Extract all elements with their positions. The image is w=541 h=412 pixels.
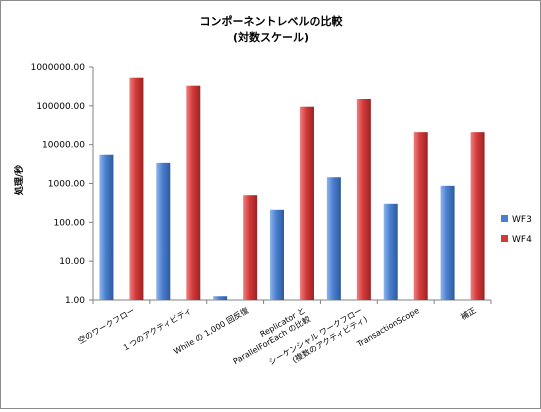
y-tick-label: 100000.00 [36,102,85,112]
bar-wf4-6 [470,132,485,300]
legend-label-wf3: WF3 [512,215,532,225]
bar-wf4-1 [186,85,201,300]
bar-wf3-5 [383,203,398,300]
bar-wf3-0 [99,154,114,300]
y-tick-label: 1000.00 [48,180,85,190]
bar-wf3-1 [156,162,171,300]
legend-swatch-wf4 [501,235,508,242]
bar-wf4-0 [129,77,144,300]
bar-wf4-2 [243,195,258,300]
x-tick-label: 補正 [459,305,478,322]
legend-label-wf4: WF4 [512,235,532,245]
bar-wf4-5 [413,132,428,300]
x-tick-label: TransactionScope [355,306,421,349]
y-tick-label: 10000.00 [42,141,85,151]
y-tick-label: 10.00 [59,257,85,267]
chart-title: コンポーネントレベルの比較 [200,14,344,28]
bar-wf3-2 [213,296,228,300]
x-tick-label: 空のワークフロー [76,305,136,346]
y-tick-label: 100.00 [54,218,86,228]
legend: WF3 WF4 [501,215,532,245]
y-axis-label: 処理/秒 [13,165,25,196]
y-tick-label: 1.00 [65,296,85,306]
bar-wf3-4 [326,177,341,300]
bar-wf4-3 [300,106,314,301]
bar-wf4-4 [356,98,371,301]
chart-subtitle: (対数スケール) [233,30,309,44]
bars [99,77,485,301]
bar-wf3-6 [440,185,455,300]
bar-wf3-3 [270,209,284,300]
legend-swatch-wf3 [501,215,508,222]
y-tick-label: 1000000.00 [31,63,86,73]
